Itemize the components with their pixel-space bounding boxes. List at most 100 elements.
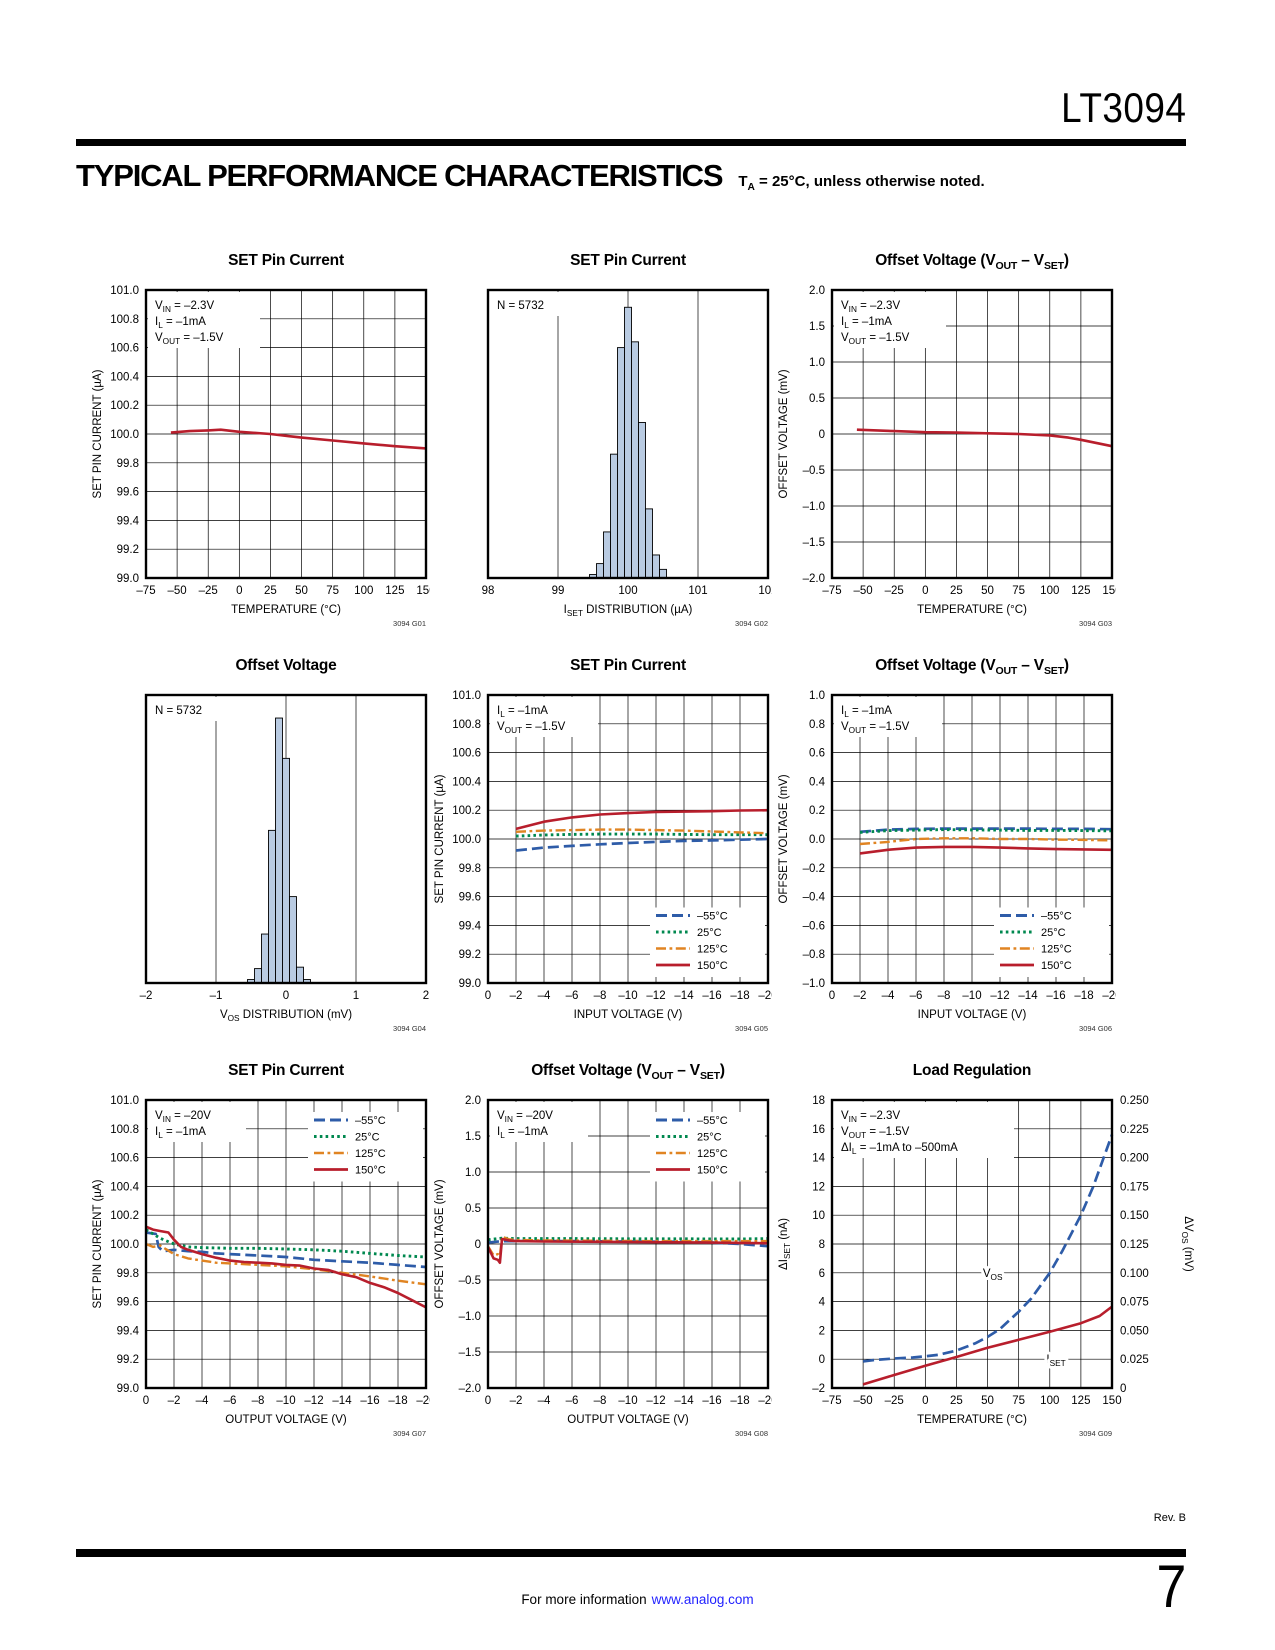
svg-text:–2: –2 (140, 990, 153, 1002)
svg-text:1.5: 1.5 (809, 321, 825, 333)
svg-text:–20: –20 (416, 1395, 430, 1407)
svg-text:100.6: 100.6 (110, 1153, 139, 1165)
svg-text:–2.0: –2.0 (803, 573, 825, 585)
svg-text:INPUT VOLTAGE (V): INPUT VOLTAGE (V) (574, 1009, 683, 1021)
svg-text:VOUT = –1.5V: VOUT = –1.5V (155, 332, 224, 346)
svg-text:–50: –50 (854, 585, 873, 597)
svg-text:100: 100 (1040, 1395, 1059, 1407)
hist-bar (261, 933, 269, 984)
chart-offset-voltage-vs-input-voltage: Offset Voltage (VOUT – VSET) IL = –1mA VO… (774, 655, 1198, 1060)
svg-text:ΔISET (nA): ΔISET (nA) (778, 1218, 792, 1270)
svg-text:–2: –2 (510, 1395, 523, 1407)
svg-text:VOS: VOS (983, 1268, 1003, 1282)
hist-bar (631, 341, 639, 579)
svg-text:–2: –2 (168, 1395, 181, 1407)
svg-text:0: 0 (922, 585, 928, 597)
svg-text:OUTPUT VOLTAGE (V): OUTPUT VOLTAGE (V) (567, 1414, 689, 1426)
chart-plot-svg: N = 5732 –2 –1 0 1 2 VOS DISTRIBUTION (mV) 3094… (140, 693, 429, 1033)
svg-text:150: 150 (1102, 1395, 1121, 1407)
svg-text:100.2: 100.2 (110, 400, 139, 412)
annotation-bg (490, 1102, 588, 1142)
chart-offset-voltage-distribution: Offset Voltage N = 5732 –2 –1 0 1 2 VOS DISTRI… (88, 655, 430, 1060)
svg-text:8: 8 (819, 1239, 825, 1251)
svg-text:25: 25 (264, 585, 277, 597)
hist-bar (596, 563, 604, 579)
hist-bar (659, 568, 667, 579)
section-title: TYPICAL PERFORMANCE CHARACTERISTICS (76, 158, 724, 193)
svg-text:N = 5732: N = 5732 (497, 300, 544, 312)
svg-text:–16: –16 (702, 990, 721, 1002)
series-line-–55°C (145, 1231, 427, 1269)
series-line-150°C (486, 1237, 769, 1264)
svg-text:VIN = –2.3V: VIN = –2.3V (841, 1110, 900, 1124)
chart-plot-svg: VIN = –2.3V IL = –1mA VOUT = –1.5V –75 –50 –2… (92, 285, 430, 628)
svg-text:100.8: 100.8 (110, 1124, 139, 1136)
svg-text:ΔVOS (mV): ΔVOS (mV) (1180, 1216, 1194, 1272)
svg-text:0.075: 0.075 (1120, 1297, 1149, 1309)
svg-text:100.4: 100.4 (110, 371, 139, 383)
svg-text:25: 25 (950, 585, 963, 597)
series-line-25°C (859, 828, 1113, 834)
svg-text:–8: –8 (252, 1395, 265, 1407)
svg-text:25: 25 (950, 1395, 963, 1407)
svg-text:VIN = –20V: VIN = –20V (155, 1110, 211, 1124)
svg-text:100.8: 100.8 (110, 314, 139, 326)
svg-text:VOUT = –1.5V: VOUT = –1.5V (841, 721, 910, 735)
svg-text:–8: –8 (594, 990, 607, 1002)
svg-text:0.175: 0.175 (1120, 1181, 1149, 1193)
svg-text:0: 0 (283, 990, 289, 1002)
plot-frame (830, 1098, 1114, 1390)
series-line-–55°C (515, 837, 769, 852)
svg-text:0: 0 (1120, 1383, 1126, 1395)
svg-text:–55°C: –55°C (1041, 911, 1072, 923)
svg-text:75: 75 (1012, 585, 1025, 597)
svg-text:0: 0 (475, 1239, 481, 1251)
annotation-bg (834, 292, 946, 348)
svg-text:–0.6: –0.6 (803, 920, 825, 932)
svg-text:–2: –2 (812, 1383, 825, 1395)
hist-bar (624, 306, 632, 579)
svg-text:125: 125 (385, 585, 404, 597)
svg-text:IL = –1mA: IL = –1mA (497, 1126, 548, 1140)
svg-text:0.5: 0.5 (809, 393, 825, 405)
svg-text:0.125: 0.125 (1120, 1239, 1149, 1251)
svg-text:–0.5: –0.5 (459, 1275, 481, 1287)
svg-text:1: 1 (353, 990, 359, 1002)
svg-text:99.8: 99.8 (459, 863, 481, 875)
svg-text:150°C: 150°C (697, 1165, 728, 1177)
svg-text:2.0: 2.0 (465, 1095, 481, 1107)
svg-text:0.5: 0.5 (465, 1203, 481, 1215)
svg-text:–20: –20 (758, 990, 772, 1002)
plot-area (488, 695, 769, 983)
plot-area (146, 290, 427, 578)
footer-link[interactable]: www.analog.com (651, 1592, 754, 1607)
svg-text:–8: –8 (594, 1395, 607, 1407)
svg-text:16: 16 (812, 1124, 825, 1136)
svg-text:0: 0 (143, 1395, 149, 1407)
svg-text:SET PIN CURRENT (µA): SET PIN CURRENT (µA) (92, 369, 104, 498)
svg-text:2: 2 (819, 1325, 825, 1337)
chart-set-pin-current-vs-temperature: SET Pin Current VIN = –2.3V IL = –1mA VOUT… (88, 250, 430, 655)
chart-title: SET Pin Current (570, 657, 686, 674)
svg-text:100.8: 100.8 (452, 719, 481, 731)
svg-text:3094 G07: 3094 G07 (393, 1429, 426, 1438)
svg-text:TEMPERATURE (°C): TEMPERATURE (°C) (917, 1414, 1027, 1426)
chart-plot-svg: IL = –1mA VOUT = –1.5V –55°C 25°C 125°C 150°C… (434, 690, 772, 1033)
svg-text:–50: –50 (854, 1395, 873, 1407)
svg-text:TEMPERATURE (°C): TEMPERATURE (°C) (231, 604, 341, 616)
svg-text:–10: –10 (276, 1395, 295, 1407)
plot-frame (486, 288, 770, 580)
svg-text:–0.5: –0.5 (803, 465, 825, 477)
svg-text:–6: –6 (566, 1395, 579, 1407)
svg-text:VIN = –2.3V: VIN = –2.3V (841, 300, 900, 314)
svg-text:3094 G08: 3094 G08 (735, 1429, 768, 1438)
svg-text:98: 98 (482, 585, 495, 597)
svg-text:–18: –18 (730, 990, 749, 1002)
plot-frame (144, 693, 428, 985)
svg-text:–6: –6 (224, 1395, 237, 1407)
series-line-25°C (145, 1228, 427, 1259)
svg-text:–6: –6 (566, 990, 579, 1002)
svg-text:100.0: 100.0 (110, 429, 139, 441)
svg-text:–55°C: –55°C (697, 1115, 728, 1127)
